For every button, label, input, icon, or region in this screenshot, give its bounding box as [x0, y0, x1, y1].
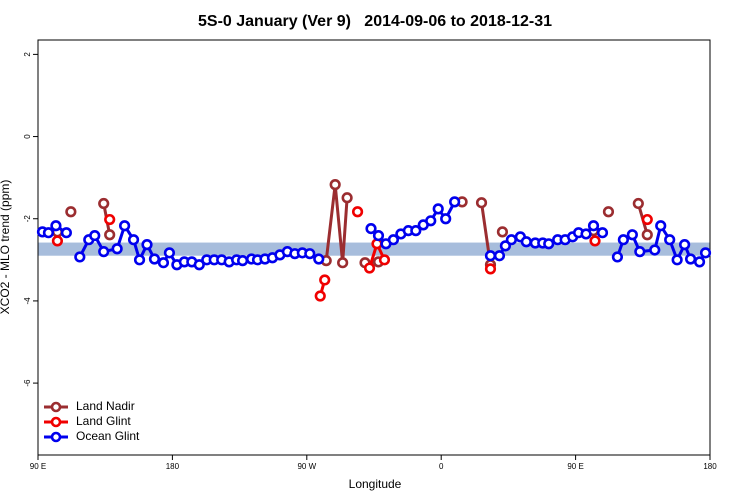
data-point	[589, 235, 601, 247]
data-point	[425, 215, 437, 227]
data-point	[42, 227, 55, 239]
data-point	[236, 255, 249, 267]
data-point	[484, 263, 497, 275]
data-point	[484, 250, 497, 262]
data-point	[378, 254, 391, 266]
data-point	[699, 247, 712, 259]
x-tick-label: 180	[166, 462, 180, 471]
y-tick-label: 0	[23, 134, 32, 139]
data-point	[432, 203, 444, 215]
data-point	[626, 229, 638, 241]
data-point	[632, 197, 644, 210]
data-point	[304, 248, 316, 260]
data-point	[493, 250, 506, 262]
legend-label: Land Nadir	[76, 399, 135, 413]
data-point	[98, 246, 110, 258]
data-point	[649, 244, 661, 256]
x-axis-label: Longitude	[349, 477, 402, 491]
data-point	[51, 235, 64, 247]
x-tick-label: 90 E	[567, 462, 583, 471]
data-point	[157, 257, 170, 269]
data-point	[98, 197, 110, 210]
data-point	[193, 259, 205, 271]
data-point	[602, 206, 615, 218]
x-tick-label: 90 W	[297, 462, 316, 471]
x-tick-label: 90 E	[30, 462, 46, 471]
data-point	[641, 213, 653, 226]
data-point	[372, 229, 385, 242]
data-point	[387, 234, 400, 246]
data-point	[440, 213, 452, 225]
data-point	[104, 229, 116, 241]
data-point	[634, 246, 646, 258]
data-point	[617, 234, 629, 246]
data-point	[133, 254, 146, 266]
data-point	[363, 262, 376, 274]
data-point	[543, 238, 555, 250]
data-point	[127, 234, 140, 246]
data-point	[693, 256, 706, 268]
data-point	[351, 206, 364, 218]
data-point	[655, 220, 667, 232]
data-point	[141, 239, 153, 251]
y-tick-label: -2	[23, 215, 32, 223]
data-point	[587, 220, 600, 232]
data-point	[163, 247, 176, 259]
data-point	[313, 253, 325, 265]
legend-label: Land Glint	[76, 414, 131, 428]
legend-marker	[50, 431, 62, 443]
data-point	[60, 227, 72, 239]
data-point	[329, 179, 341, 191]
y-tick-label: -6	[23, 379, 32, 387]
legend-marker	[50, 416, 62, 428]
data-point	[111, 243, 123, 255]
plot-frame	[37, 39, 711, 456]
x-tick-label: 180	[703, 462, 717, 471]
y-tick-label: -4	[23, 297, 32, 305]
data-point	[148, 253, 161, 265]
data-point	[337, 257, 349, 269]
y-axis-label: XCO2 - MLO trend (ppm)	[0, 180, 12, 315]
data-point	[74, 251, 86, 263]
data-point	[104, 213, 116, 226]
chart-title: 5S-0 January (Ver 9) 2014-09-06 to 2018-…	[198, 13, 552, 30]
data-point	[671, 254, 683, 266]
data-point	[641, 229, 653, 241]
data-point	[365, 222, 377, 235]
data-point	[679, 239, 691, 251]
data-point	[475, 197, 488, 209]
legend-marker	[50, 401, 62, 413]
data-point	[580, 228, 592, 240]
data-point	[89, 229, 101, 242]
data-point	[505, 234, 517, 246]
legend-label: Ocean Glint	[76, 429, 140, 443]
data-point	[496, 226, 509, 238]
data-point	[319, 274, 331, 286]
data-point	[664, 234, 676, 246]
data-point	[684, 253, 697, 265]
data-point	[341, 192, 353, 204]
data-point	[611, 251, 624, 263]
data-point	[449, 196, 461, 208]
data-point	[50, 220, 62, 232]
y-tick-label: 2	[23, 52, 32, 57]
data-point	[410, 225, 422, 237]
x-tick-label: 0	[439, 462, 444, 471]
data-point	[520, 236, 532, 248]
data-point	[314, 290, 326, 302]
data-point	[65, 206, 77, 218]
data-point	[119, 220, 131, 232]
data-point	[596, 227, 609, 239]
